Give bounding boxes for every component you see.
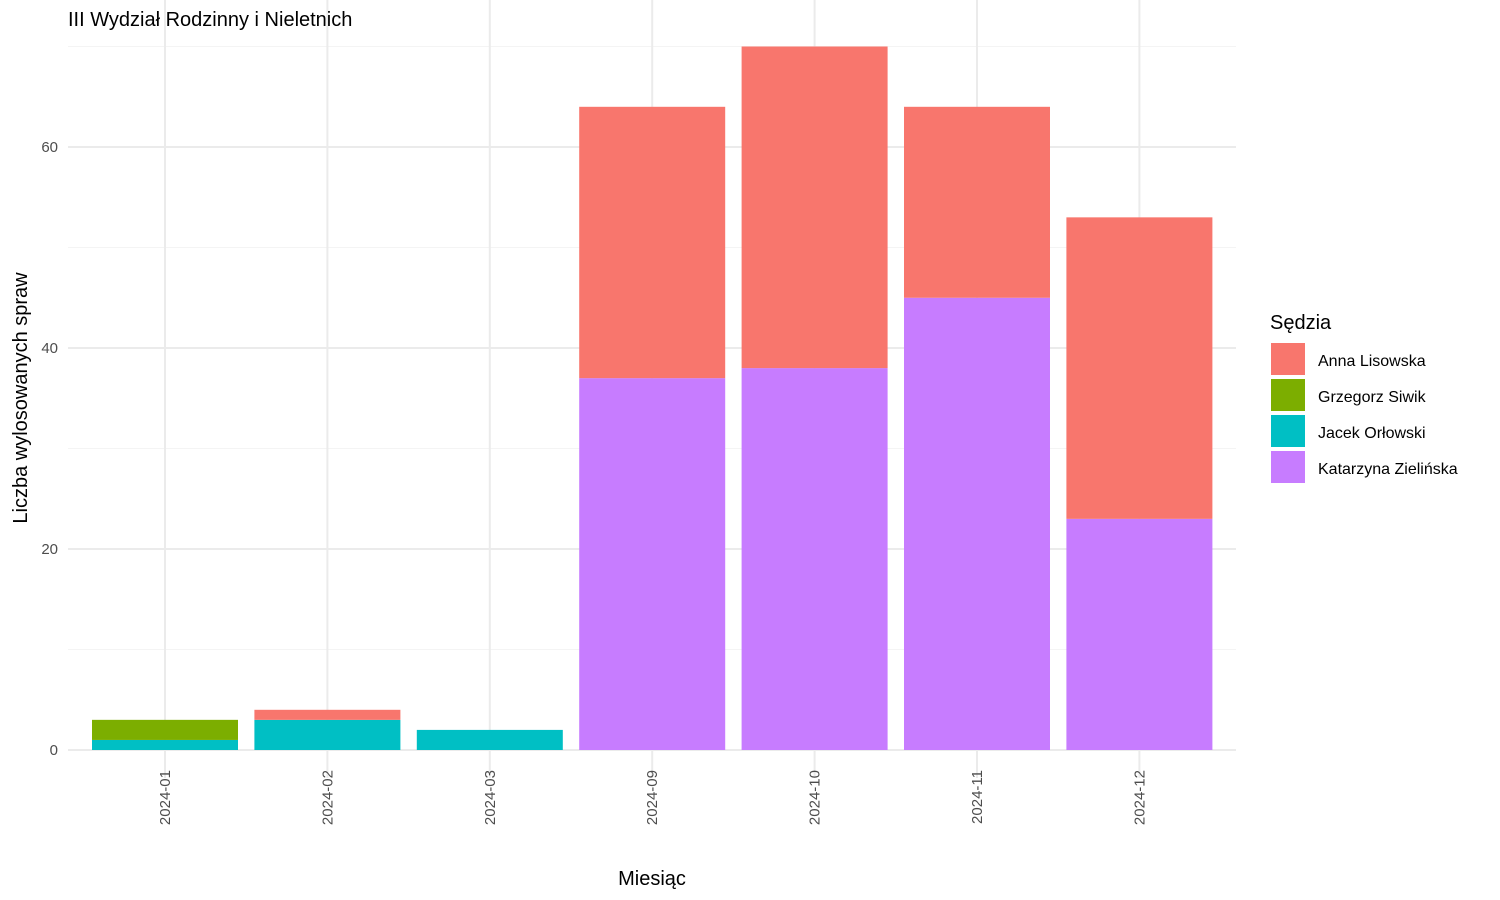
- x-tick-label: 2024-02: [319, 770, 336, 825]
- bar-segment: [416, 729, 563, 750]
- bar-segment: [1066, 217, 1213, 519]
- legend-key: [1271, 379, 1305, 411]
- x-tick-label: 2024-11: [969, 770, 986, 824]
- bar-segment: [579, 378, 726, 750]
- x-tick-label: 2024-12: [1131, 770, 1148, 825]
- bar-segment: [92, 739, 238, 750]
- y-tick-label: 60: [41, 139, 58, 156]
- legend-title: Sędzia: [1270, 312, 1332, 334]
- y-axis-title: Liczba wylosowanych spraw: [10, 272, 32, 524]
- bar-segment: [92, 719, 238, 740]
- chart-title: III Wydział Rodzinny i Nieletnich: [68, 9, 352, 31]
- x-tick-label: 2024-01: [157, 770, 174, 825]
- y-axis-ticks: 0 20 40 60: [41, 139, 58, 759]
- bar-segment: [904, 297, 1050, 750]
- legend: Sędzia Anna Lisowska Grzegorz Siwik Jacek …: [1270, 312, 1458, 483]
- bar-segment: [741, 368, 888, 750]
- bar-segment: [1066, 518, 1213, 750]
- bars: [92, 46, 1213, 750]
- x-axis-ticks: 2024-01 2024-02 2024-03 2024-09 2024-10 2024-…: [157, 770, 1148, 825]
- bar-segment: [579, 106, 726, 379]
- x-tick-label: 2024-09: [644, 770, 661, 825]
- bar-segment: [254, 719, 401, 750]
- x-tick-label: 2024-03: [482, 770, 499, 825]
- y-tick-label: 40: [41, 340, 58, 357]
- legend-label: Jacek Orłowski: [1318, 425, 1426, 442]
- bar-segment: [741, 46, 888, 369]
- legend-key: [1271, 451, 1305, 483]
- legend-label: Anna Lisowska: [1318, 353, 1426, 370]
- legend-key: [1271, 415, 1305, 447]
- legend-label: Katarzyna Zielińska: [1318, 461, 1458, 478]
- bar-segment: [904, 106, 1050, 298]
- bar-segment: [254, 709, 401, 720]
- x-tick-label: 2024-10: [807, 770, 824, 825]
- legend-key: [1271, 343, 1305, 375]
- y-tick-label: 20: [41, 541, 58, 558]
- y-tick-label: 0: [50, 742, 58, 759]
- legend-label: Grzegorz Siwik: [1318, 389, 1427, 406]
- x-axis-title: Miesiąc: [618, 868, 686, 890]
